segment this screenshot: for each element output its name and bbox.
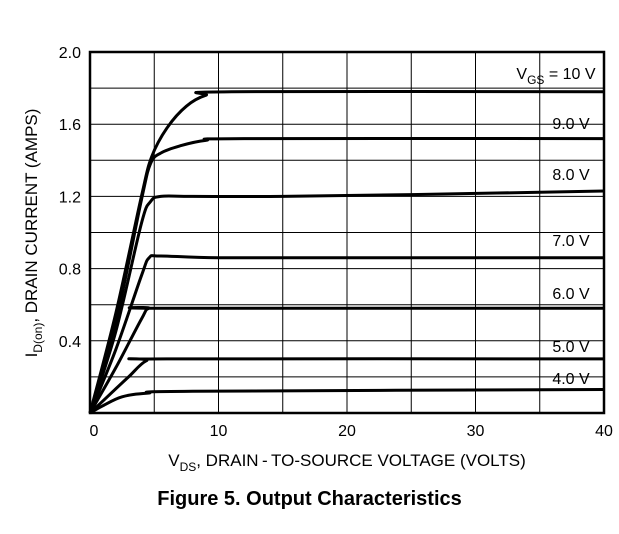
series-curves bbox=[88, 89, 605, 415]
curve-label: 5.0 V bbox=[552, 339, 590, 356]
y-tick-label: 0.8 bbox=[59, 262, 81, 279]
x-tick-labels: 0 10 20 30 40 bbox=[90, 423, 613, 440]
x-tick-label: 30 bbox=[467, 423, 485, 440]
x-axis-label: VDS, DRAIN - TO-SOURCE VOLTAGE (VOLTS) bbox=[168, 451, 526, 474]
y-tick-labels: 0.4 0.8 1.2 1.6 2.0 bbox=[59, 45, 81, 351]
curve-label: 7.0 V bbox=[552, 233, 590, 250]
curve-vgs-8-0-v bbox=[88, 189, 605, 414]
plot-frame bbox=[88, 50, 606, 415]
curve-label: 6.0 V bbox=[552, 286, 590, 303]
curve-vgs-10-v bbox=[88, 89, 605, 414]
y-tick-label: 1.2 bbox=[59, 189, 81, 206]
curve-label: 8.0 V bbox=[552, 167, 590, 184]
y-axis-label-rest: , DRAIN CURRENT (AMPS) bbox=[22, 109, 41, 323]
x-tick-label: 40 bbox=[595, 423, 613, 440]
y-axis-label: ID(on), DRAIN CURRENT (AMPS) bbox=[22, 109, 45, 358]
x-axis-label-sub: DS bbox=[180, 460, 197, 474]
curve-vgs-6-0-v bbox=[88, 306, 604, 414]
x-tick-label: 0 bbox=[90, 423, 99, 440]
x-tick-label: 10 bbox=[210, 423, 228, 440]
curve-vgs-7-0-v bbox=[88, 254, 604, 414]
curve-labels: VGS = 10 V 9.0 V 8.0 V 7.0 V 6.0 V 5.0 V 4.0 V bbox=[516, 66, 595, 388]
x-axis-label-main: V bbox=[168, 451, 180, 470]
curve-label: VGS = 10 V bbox=[516, 66, 595, 87]
x-axis-label-rest: , DRAIN - TO-SOURCE VOLTAGE (VOLTS) bbox=[196, 451, 526, 470]
curve-vgs-9-0-v bbox=[88, 136, 605, 414]
y-axis-label-main: I bbox=[22, 353, 41, 358]
curve-vgs-5-0-v bbox=[88, 357, 605, 415]
curve-label: 9.0 V bbox=[552, 116, 590, 133]
y-tick-label: 0.4 bbox=[59, 334, 81, 351]
curve-label: 4.0 V bbox=[552, 371, 590, 388]
curve-vgs-4-0-v bbox=[89, 388, 605, 415]
y-tick-label: 2.0 bbox=[59, 45, 81, 62]
figure-caption: Figure 5. Output Characteristics bbox=[157, 488, 462, 510]
x-tick-label: 20 bbox=[338, 423, 356, 440]
y-tick-label: 1.6 bbox=[59, 117, 81, 134]
y-axis-label-sub: D(on) bbox=[31, 323, 45, 353]
